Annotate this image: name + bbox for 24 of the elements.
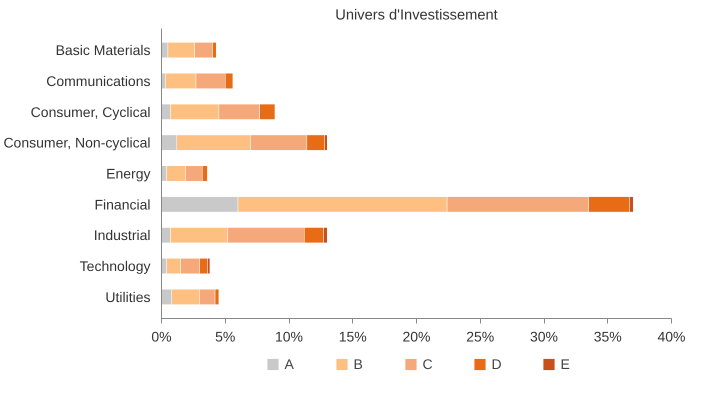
y-tick-label: Basic Materials xyxy=(56,42,151,58)
legend-label: E xyxy=(560,356,571,372)
x-tick-label: 15% xyxy=(338,328,367,344)
x-tick-label: 35% xyxy=(594,328,622,344)
x-tick-label: 0% xyxy=(151,328,172,344)
x-tick-label: 5% xyxy=(215,328,236,344)
y-tick-label: Utilities xyxy=(105,288,151,305)
x-tick-label: 20% xyxy=(402,328,431,344)
y-tick-label: Energy xyxy=(106,166,150,182)
x-tick-label: 40% xyxy=(657,328,686,344)
chart-title: Univers d'Investissement xyxy=(335,8,498,24)
y-tick-label: Industrial xyxy=(94,227,151,244)
y-tick-label: Consumer, Non-cyclical xyxy=(3,134,151,151)
legend-label: D xyxy=(492,356,503,372)
legend-label: C xyxy=(422,356,434,372)
x-tick-label: 25% xyxy=(466,328,494,344)
y-tick-label: Financial xyxy=(94,196,151,212)
x-tick-label: 10% xyxy=(274,328,304,344)
y-tick-label: Consumer, Cyclical xyxy=(30,104,151,120)
legend-label: A xyxy=(284,356,295,372)
y-tick-label: Technology xyxy=(80,258,150,274)
x-tick-label: 30% xyxy=(530,328,558,344)
y-tick-label: Communications xyxy=(46,72,151,89)
legend-label: B xyxy=(354,356,364,372)
